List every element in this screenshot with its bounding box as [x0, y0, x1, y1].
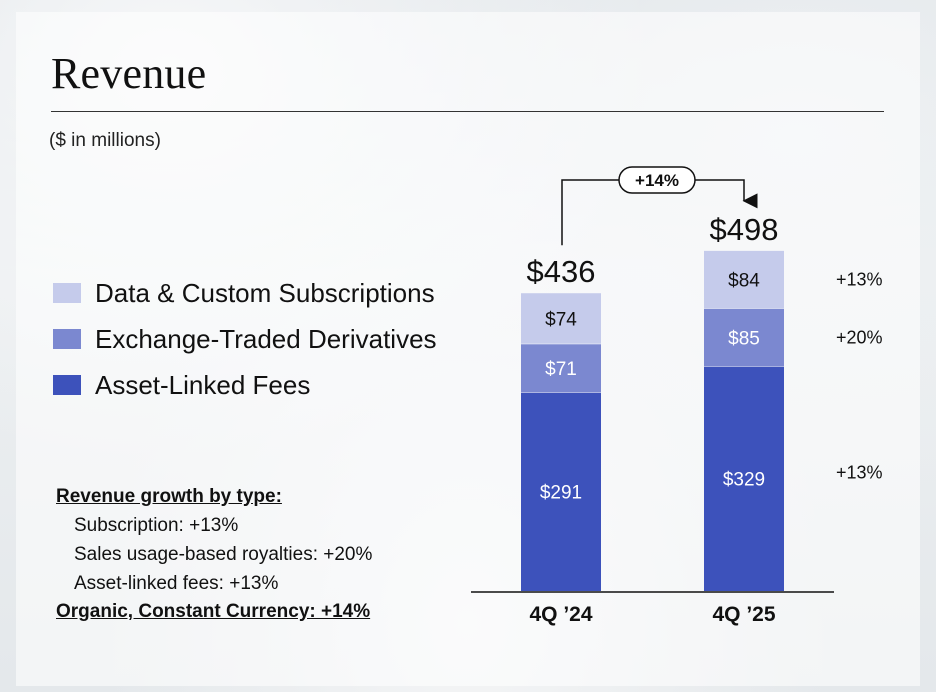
chart-legend: Data & Custom Subscriptions Exchange-Tra…: [53, 270, 437, 408]
segment-growth-label: +13%: [836, 463, 883, 483]
bar-value-label: $329: [723, 470, 765, 491]
bar-total-label: $436: [527, 254, 596, 289]
bar-segment: [521, 392, 601, 591]
growth-note-line: Asset-linked fees: +13%: [74, 573, 279, 594]
segment-growth-label: +20%: [836, 327, 883, 347]
x-axis-tick-label: 4Q ’25: [712, 603, 775, 626]
bar-value-label: $84: [728, 271, 760, 292]
legend-item-subscriptions: Data & Custom Subscriptions: [53, 270, 437, 316]
bar-value-label: $85: [728, 328, 760, 349]
legend-item-derivatives: Exchange-Traded Derivatives: [53, 316, 437, 362]
bar-segment: [521, 293, 601, 344]
legend-item-asset-linked: Asset-Linked Fees: [53, 362, 437, 408]
overall-growth-label: +14%: [635, 171, 679, 190]
page-title: Revenue: [51, 49, 207, 98]
units-note: ($ in millions): [49, 130, 161, 151]
legend-swatch: [53, 329, 81, 349]
growth-note-line: Sales usage-based royalties: +20%: [74, 544, 373, 565]
title-divider: [51, 111, 884, 112]
bar-total-label: $498: [710, 212, 779, 247]
bar-segment: [704, 250, 784, 309]
x-axis-tick-label: 4Q ’24: [529, 603, 592, 626]
legend-swatch: [53, 283, 81, 303]
bar-value-label: $71: [545, 359, 577, 380]
bar-value-label: $74: [545, 309, 577, 330]
bar-segment: [704, 308, 784, 367]
bar-value-label: $291: [540, 483, 582, 504]
legend-label: Asset-Linked Fees: [95, 369, 311, 400]
legend-label: Exchange-Traded Derivatives: [95, 323, 437, 354]
growth-notes-heading: Revenue growth by type:: [56, 486, 282, 507]
growth-notes: Revenue growth by type: Subscription: +1…: [56, 483, 372, 626]
bar-segment: [704, 366, 784, 591]
overall-growth-pill: [618, 166, 696, 194]
legend-label: Data & Custom Subscriptions: [95, 277, 435, 308]
segment-growth-label: +13%: [836, 270, 883, 290]
legend-swatch: [53, 375, 81, 395]
growth-note-line: Subscription: +13%: [74, 515, 239, 536]
growth-notes-footer: Organic, Constant Currency: +14%: [56, 601, 371, 622]
bar-segment: [521, 343, 601, 393]
